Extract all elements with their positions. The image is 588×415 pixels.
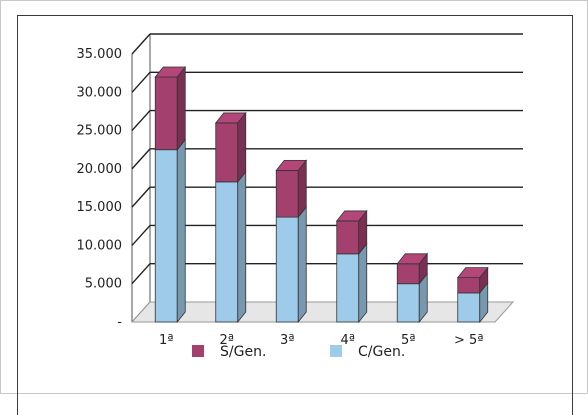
y-tick-label: 5.000 (85, 277, 122, 292)
y-tick-label: 35.000 (77, 47, 123, 62)
gridline-diagonal (131, 224, 151, 246)
gridline-diagonal (131, 263, 151, 285)
gridline-diagonal (131, 110, 151, 132)
x-tick-label: 2ª (220, 333, 234, 348)
bar-segment (396, 252, 429, 285)
x-tick-label: > 5ª (454, 333, 483, 348)
x-axis-ticks: 1ª 2ª 3ª 4ª 5ª > 5ª (159, 333, 483, 348)
chart-bars (154, 65, 489, 324)
gridline-diagonal (131, 33, 151, 55)
x-tick-label: 1ª (159, 333, 173, 348)
y-tick-label: 25.000 (77, 124, 123, 139)
bar-segment (154, 65, 187, 151)
bar-segment (456, 266, 489, 295)
x-tick-label: 4ª (341, 333, 355, 348)
legend-swatch (192, 345, 204, 357)
legend-swatch (330, 345, 342, 357)
bar-segment (154, 138, 186, 324)
legend-label: C/Gen. (358, 344, 405, 360)
bar-segment (275, 159, 308, 219)
bar-segment (335, 209, 368, 255)
chart-gridlines (131, 33, 523, 285)
chart-walls (130, 34, 515, 323)
gridline-diagonal (131, 186, 151, 208)
legend-label: S/Gen. (220, 344, 266, 360)
chart-border (17, 15, 573, 415)
y-tick-label: 30.000 (77, 85, 123, 100)
bar-segment (214, 111, 247, 184)
y-tick-label: - (117, 315, 122, 330)
x-tick-label: 5ª (401, 333, 415, 348)
y-tick-label: 15.000 (77, 200, 123, 215)
gridline-diagonal (131, 148, 151, 170)
y-tick-label: 10.000 (77, 238, 123, 253)
bar-segment (275, 205, 307, 324)
chart-legend: S/Gen. C/Gen. (192, 344, 405, 360)
x-tick-label: 3ª (280, 333, 294, 348)
chart-floor (130, 301, 515, 323)
bar-segment (215, 170, 247, 324)
gridline-diagonal (131, 71, 151, 93)
bar-segment (336, 242, 368, 324)
stacked-bar-chart: - 5.000 10.000 15.000 20.000 25.000 30.000 35.0… (77, 33, 523, 360)
y-tick-label: 20.000 (77, 162, 123, 177)
y-axis-ticks: - 5.000 10.000 15.000 20.000 25.000 30.000 35.0… (77, 47, 123, 330)
